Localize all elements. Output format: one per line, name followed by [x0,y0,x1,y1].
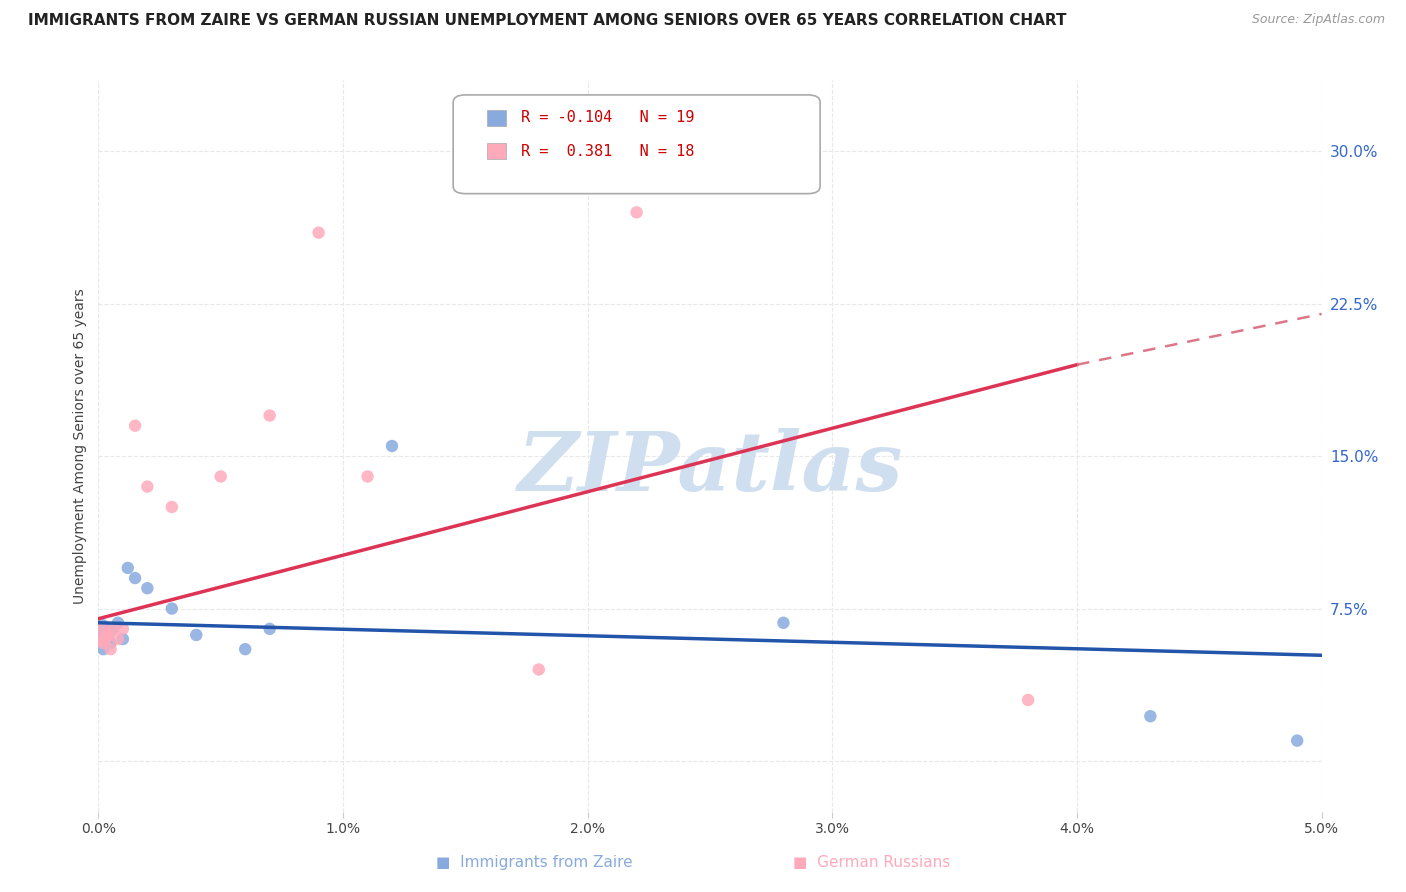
FancyBboxPatch shape [488,144,506,160]
Point [100,642,122,657]
Point [94,632,117,646]
Point [111,622,134,636]
Point [356,469,378,483]
Point [107,615,129,630]
Point [259,409,281,423]
Point [97,628,120,642]
Point [111,632,134,646]
Point [101,622,124,636]
Y-axis label: Unemployment Among Seniors over 65 years: Unemployment Among Seniors over 65 years [73,288,87,604]
Point [136,581,159,595]
Text: IMMIGRANTS FROM ZAIRE VS GERMAN RUSSIAN UNEMPLOYMENT AMONG SENIORS OVER 65 YEARS: IMMIGRANTS FROM ZAIRE VS GERMAN RUSSIAN … [28,13,1067,29]
Text: Source: ZipAtlas.com: Source: ZipAtlas.com [1251,13,1385,27]
Point [107,632,129,646]
Point [308,226,330,240]
Point [101,622,124,636]
Text: R =  0.381   N = 18: R = 0.381 N = 18 [520,144,695,159]
Text: R = -0.104   N = 19: R = -0.104 N = 19 [520,110,695,125]
FancyBboxPatch shape [453,95,820,194]
Point [117,561,139,575]
Point [209,469,232,483]
Point [1286,733,1309,747]
Point [186,628,208,642]
Point [90,628,112,642]
Point [527,663,550,677]
Point [381,439,404,453]
Point [233,642,256,657]
FancyBboxPatch shape [488,110,506,126]
Point [626,205,648,219]
Point [124,571,146,585]
Point [94,632,117,646]
Point [160,601,183,615]
Point [1139,709,1161,723]
Point [90,622,112,636]
Text: ■  Immigrants from Zaire: ■ Immigrants from Zaire [436,855,633,870]
Text: ZIPatlas: ZIPatlas [517,428,903,508]
Point [259,622,281,636]
Point [91,636,114,650]
Point [124,418,146,433]
Text: ■  German Russians: ■ German Russians [793,855,950,870]
Point [97,628,120,642]
Point [91,642,114,657]
Point [160,500,183,514]
Point [1017,693,1039,707]
Point [136,480,159,494]
Point [100,636,122,650]
Point [772,615,794,630]
